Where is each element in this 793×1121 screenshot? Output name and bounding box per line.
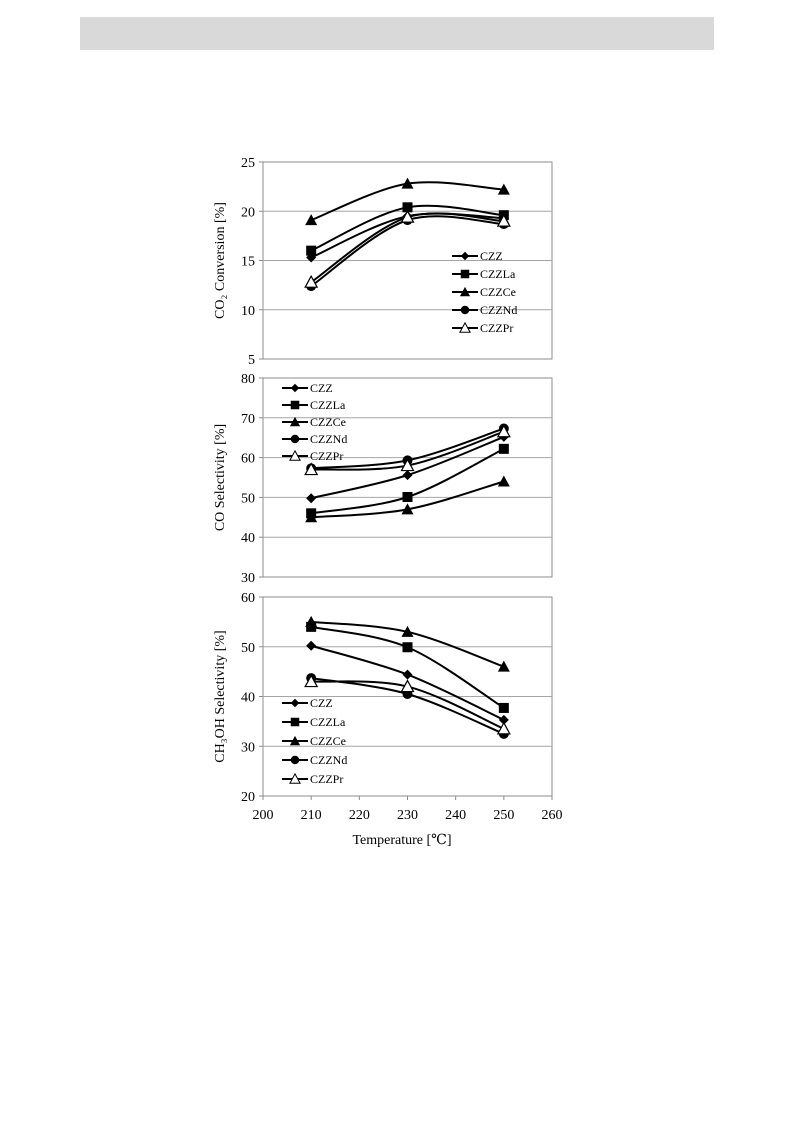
y-tick-label: 30 — [241, 571, 255, 586]
data-point-czz — [402, 669, 413, 680]
legend-marker-czzpr — [289, 449, 301, 461]
data-point-czzla — [402, 202, 413, 213]
series-line-czznd — [310, 215, 504, 287]
chart-panel-1: 5 10 15 20 25 CO₂ Conversion [%] CZZ CZZLa CZZCe… — [213, 156, 553, 368]
legend-label: CZZCe — [480, 285, 516, 299]
data-point-czzla — [306, 245, 317, 256]
x-axis-label: Temperature [℃] — [352, 833, 451, 848]
y-tick-label: 25 — [241, 156, 255, 171]
legend-marker-czzpr — [459, 321, 471, 333]
data-point-czzla — [498, 702, 509, 713]
data-point-czzce — [305, 214, 318, 226]
legend-label: CZZPr — [310, 449, 343, 463]
plot-frame — [262, 377, 553, 578]
data-point-czzpr — [496, 721, 511, 735]
data-point-czzce — [401, 503, 414, 515]
legend-marker-czzla — [460, 269, 470, 279]
data-point-czzpr — [496, 213, 511, 227]
data-point-czzce — [497, 183, 510, 195]
data-point-czz — [498, 714, 509, 725]
data-point-czz — [306, 640, 317, 651]
header-bar — [80, 17, 714, 50]
chart-panel-3: 20 30 40 50 60 200 210 220 230 240 250 260 CH₃OH Sel… — [213, 591, 563, 823]
legend-marker-czz — [290, 698, 300, 708]
legend-label: CZZCe — [310, 734, 346, 748]
legend-marker-czzpr — [289, 772, 301, 784]
data-point-czzpr — [400, 679, 415, 693]
y-tick-label: 30 — [241, 740, 255, 755]
y-tick-label: 40 — [241, 691, 255, 706]
data-point-czzla — [402, 642, 413, 653]
data-point-czz — [306, 252, 317, 263]
y-tick-label: 5 — [248, 353, 255, 368]
legend-marker-czznd — [290, 755, 300, 765]
y-tick-label: 20 — [241, 205, 255, 220]
data-point-czzpr — [304, 674, 319, 688]
data-point-czzpr — [496, 424, 511, 438]
legend-marker-czzla — [290, 717, 300, 727]
legend-label: CZZPr — [480, 321, 513, 335]
legend-label: CZZPr — [310, 772, 343, 786]
y-tick-label: 50 — [241, 641, 255, 656]
legend-label: CZZNd — [310, 432, 347, 446]
x-tick-label: 240 — [445, 808, 466, 823]
x-tick-label: 230 — [397, 808, 418, 823]
y-tick-label: 60 — [241, 452, 255, 467]
legend-marker-czz — [460, 251, 470, 261]
x-tick-label: 210 — [301, 808, 322, 823]
x-tick-label: 250 — [493, 808, 514, 823]
y-axis-label: CO Selectivity [%] — [213, 424, 228, 531]
legend-label: CZZ — [310, 696, 333, 710]
x-tick-label: 260 — [542, 808, 563, 823]
legend-label: CZZLa — [480, 267, 516, 281]
legend-marker-czzce — [459, 286, 471, 297]
data-point-czzce — [305, 511, 318, 523]
data-point-czz — [402, 470, 413, 481]
data-point-czzpr — [304, 274, 319, 288]
legend-label: CZZNd — [310, 753, 347, 767]
legend-marker-czznd — [460, 305, 470, 315]
data-point-czzpr — [400, 458, 415, 472]
y-tick-label: 10 — [241, 304, 255, 319]
y-tick-label: 70 — [241, 412, 255, 427]
legend-marker-czzla — [290, 400, 300, 410]
y-axis-label: CH₃OH Selectivity [%] — [213, 630, 228, 762]
legend-label: CZZCe — [310, 415, 346, 429]
data-point-czzpr — [304, 462, 319, 476]
y-tick-label: 40 — [241, 531, 255, 546]
data-point-czzce — [305, 615, 318, 627]
data-point-czzce — [401, 625, 414, 637]
data-point-czzla — [498, 443, 509, 454]
y-tick-label: 20 — [241, 790, 255, 805]
y-tick-label: 80 — [241, 372, 255, 387]
legend-marker-czz — [290, 383, 300, 393]
legend-label: CZZ — [310, 381, 333, 395]
legend-marker-czznd — [290, 434, 300, 444]
data-point-czzla — [402, 492, 413, 503]
x-tick-label: 220 — [349, 808, 370, 823]
chart-panel-2: 30 40 50 60 70 80 CO Selectivity [%] CZZ CZZLa CZ… — [213, 372, 553, 586]
legend-label: CZZ — [480, 249, 503, 263]
data-point-czz — [306, 493, 317, 504]
x-tick-label: 200 — [253, 808, 274, 823]
legend-label: CZZLa — [310, 715, 346, 729]
legend-label: CZZNd — [480, 303, 517, 317]
data-point-czzpr — [400, 209, 415, 223]
data-point-czzce — [497, 475, 510, 487]
legend-marker-czzce — [289, 416, 301, 427]
y-tick-label: 15 — [241, 255, 255, 270]
y-tick-label: 50 — [241, 491, 255, 506]
data-point-czzce — [401, 177, 414, 189]
y-axis-label: CO₂ Conversion [%] — [213, 202, 228, 319]
legend-label: CZZLa — [310, 398, 346, 412]
legend-marker-czzce — [289, 735, 301, 746]
y-tick-label: 60 — [241, 591, 255, 606]
data-point-czzce — [497, 660, 510, 672]
